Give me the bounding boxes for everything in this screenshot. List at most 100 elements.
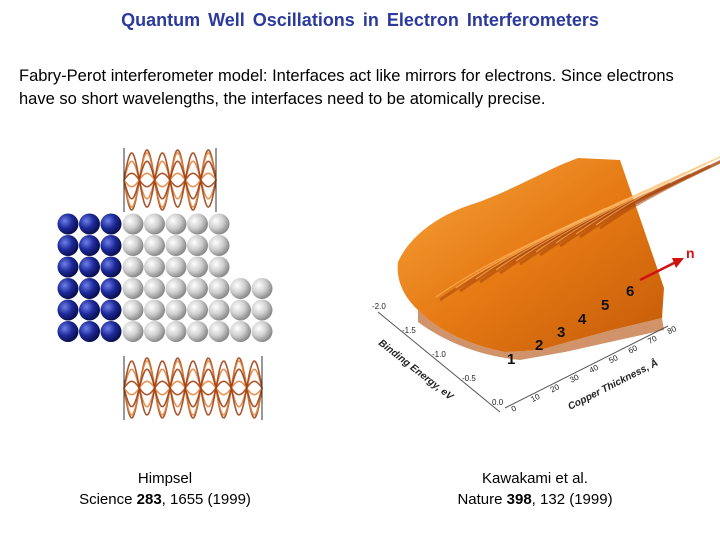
overlayer-atom [251,278,273,299]
copper-substrate-atom [100,213,122,235]
thickness-tick-label: 10 [529,392,542,404]
thickness-tick-label: 20 [549,382,562,394]
left-citation-journal: Science [79,491,137,508]
binding-energy-tick-label: -1.0 [432,350,446,359]
copper-substrate-atom [79,256,100,278]
right-citation-ref: Nature 398, 132 (1999) [430,489,640,510]
overlayer-atom [165,235,187,256]
copper-substrate-atom [100,256,122,278]
copper-substrate-atom [79,235,100,256]
peak-label-6: 6 [626,283,634,300]
right-citation-journal: Nature [457,491,507,508]
overlayer-atom [122,278,144,299]
overlayer-atom [187,235,208,256]
standing-wave-bottom [123,356,263,420]
n-label: n [686,245,695,261]
overlayer-atom [165,213,187,235]
copper-substrate-atom [100,299,122,321]
copper-substrate-atom [79,299,100,321]
overlayer-atom [251,321,273,342]
copper-substrate-atom [100,278,122,299]
overlayer-atom [208,278,230,299]
overlayer-atom [165,278,187,299]
overlayer-atom [208,299,230,321]
left-citation-pages: , 1655 (1999) [161,491,251,508]
thickness-tick-label: 30 [568,372,581,384]
copper-substrate-atom [79,278,100,299]
thickness-tick-label: 50 [607,353,620,365]
intro-text: Fabry-Perot interferometer model: Interf… [19,67,674,108]
atom-lattice [57,213,273,342]
overlayer-atom [187,213,208,235]
quantum-well-diagram [57,148,273,420]
binding-energy-tick-label: -2.0 [372,302,386,311]
left-citation-ref: Science 283, 1655 (1999) [60,489,270,510]
peak-label-1: 1 [507,351,515,368]
copper-substrate-atom [57,235,79,256]
overlayer-atom [187,299,208,321]
left-citation-author: Himpsel [137,470,193,487]
right-citation: Kawakami et al. Nature 398, 132 (1999) [430,468,640,510]
overlayer-atom [187,278,208,299]
copper-substrate-atom [57,299,79,321]
binding-energy-axis [377,311,501,413]
copper-substrate-atom [100,321,122,342]
copper-substrate-atom [79,321,100,342]
right-citation-author: Kawakami et al. [482,470,588,487]
binding-energy-tick-label: -0.5 [462,374,476,383]
overlayer-atom [187,256,208,278]
standing-wave-patterns [123,148,263,420]
overlayer-atom [251,299,273,321]
binding-energy-tick-label: -1.5 [402,326,416,335]
thickness-tick-label: 0 [510,403,519,413]
overlayer-atom [144,235,165,256]
peak-label-3: 3 [557,324,565,341]
overlayer-atom [122,299,144,321]
overlayer-atom [208,256,230,278]
overlayer-atom [208,321,230,342]
overlayer-atom [208,235,230,256]
slide-title: Quantum Well Oscillations in Electron In… [121,10,599,30]
overlayer-atom [230,299,251,321]
overlayer-atom [230,321,251,342]
overlayer-atom [122,321,144,342]
left-citation: Himpsel Science 283, 1655 (1999) [60,468,270,510]
copper-substrate-atom [57,278,79,299]
thickness-tick-label: 40 [588,363,601,375]
copper-substrate-atom [57,213,79,235]
peak-label-4: 4 [578,311,587,328]
copper-substrate-atom [100,235,122,256]
overlayer-atom [165,256,187,278]
overlayer-atom [208,213,230,235]
overlayer-atom [144,213,165,235]
overlayer-atom [122,235,144,256]
overlayer-atom [122,256,144,278]
left-citation-volume: 283 [136,491,162,508]
n-direction-arrow [639,258,684,282]
peak-label-5: 5 [601,297,609,314]
thickness-tick-label: 60 [627,343,640,355]
overlayer-atom [144,278,165,299]
overlayer-atom [165,299,187,321]
overlayer-atom [165,321,187,342]
standing-wave-top [123,148,217,212]
peak-label-2: 2 [535,337,543,354]
surface-ridge [599,160,720,230]
overlayer-atom [187,321,208,342]
copper-substrate-atom [79,213,100,235]
overlayer-atom [144,321,165,342]
thickness-axis [504,325,669,409]
copper-substrate-atom [57,256,79,278]
overlayer-atom [144,299,165,321]
right-citation-pages: , 132 (1999) [531,491,613,508]
overlayer-atom [122,213,144,235]
binding-energy-tick-label: 0.0 [492,398,504,407]
binding-energy-axis-title: Binding Energy, eV [376,338,456,404]
copper-substrate-atom [57,321,79,342]
overlayer-atom [230,278,251,299]
right-citation-volume: 398 [506,491,532,508]
overlayer-atom [144,256,165,278]
quantum-well-ridges [435,156,720,302]
